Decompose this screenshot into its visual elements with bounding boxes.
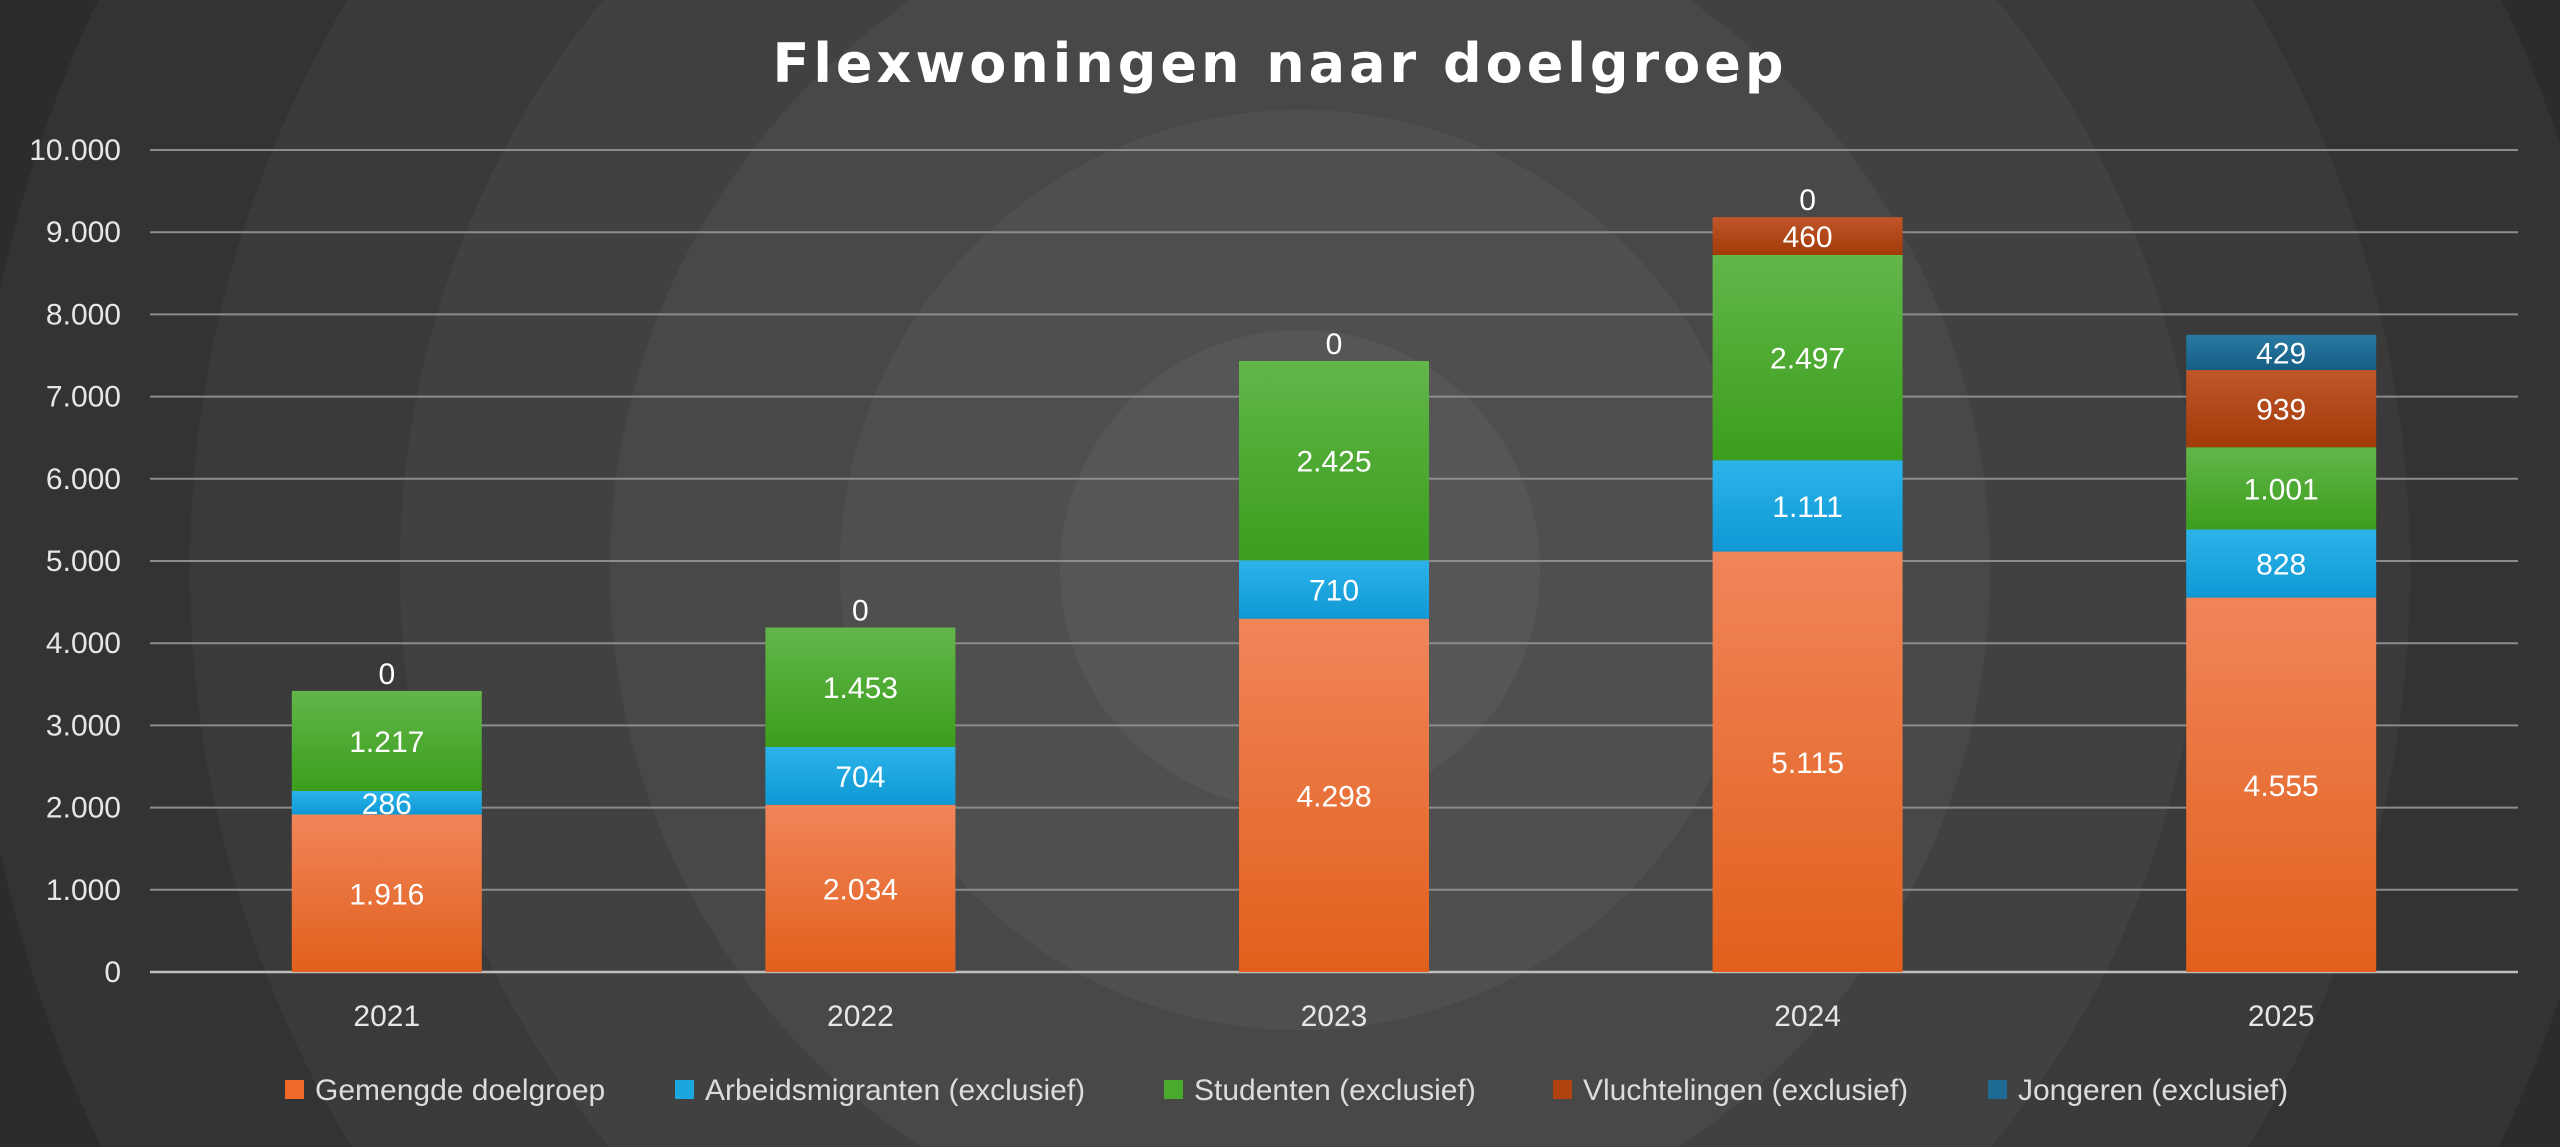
legend-label: Gemengde doelgroep (315, 1074, 605, 1107)
bar-segment (1712, 551, 1903, 972)
y-tick-label: 10.000 (29, 134, 121, 167)
bar-segment (765, 804, 956, 972)
bar-stack-2024: 5.115 1.111 2.497 460 0 (1712, 184, 1903, 972)
chart-title: Flexwoningen naar doelgroep (772, 32, 1787, 95)
legend-swatch (675, 1080, 694, 1099)
x-tick-label: 2024 (1774, 1000, 1841, 1033)
bar-stack-2022: 2.034 704 1.453 0 (765, 594, 956, 972)
bar-segment (2186, 370, 2377, 448)
y-tick-label: 5.000 (46, 545, 121, 578)
legend-swatch (1164, 1080, 1183, 1099)
bar-segment (291, 690, 482, 791)
x-tick-label: 2021 (353, 1000, 420, 1033)
legend-swatch (1988, 1080, 2007, 1099)
y-tick-label: 4.000 (46, 627, 121, 660)
data-label: 0 (1326, 328, 1343, 361)
bar-segment (1239, 560, 1429, 619)
data-label: 704 (835, 761, 885, 794)
data-label: 1.111 (1772, 491, 1843, 524)
data-label: 2.034 (823, 873, 898, 906)
data-label: 460 (1783, 221, 1833, 254)
legend-swatch (285, 1080, 304, 1099)
y-tick-label: 6.000 (46, 463, 121, 496)
legend-item: Vluchtelingen (exclusief) (1553, 1074, 1908, 1107)
data-label: 1.916 (349, 878, 424, 911)
bar-segment (2186, 597, 2377, 972)
bar-segment (2186, 529, 2377, 598)
data-label: 1.001 (2244, 473, 2319, 506)
data-label: 828 (2256, 549, 2306, 582)
x-tick-label: 2025 (2248, 1000, 2315, 1033)
legend-label: Jongeren (exclusief) (2018, 1074, 2288, 1107)
y-tick-label: 9.000 (46, 216, 121, 249)
data-label: 0 (1799, 184, 1816, 217)
bar-segment (291, 790, 482, 815)
legend-label: Studenten (exclusief) (1194, 1074, 1476, 1107)
bar-segment (765, 746, 956, 805)
legend-swatch (1553, 1080, 1572, 1099)
data-label: 939 (2256, 394, 2306, 427)
y-tick-label: 1.000 (46, 874, 121, 907)
bar-segment (1239, 361, 1429, 561)
bar-segment (1712, 217, 1903, 255)
legend-label: Arbeidsmigranten (exclusief) (705, 1074, 1085, 1107)
y-tick-label: 8.000 (46, 298, 121, 331)
x-tick-label: 2022 (827, 1000, 894, 1033)
y-tick-label: 2.000 (46, 792, 121, 825)
bar-stack-2025: 4.555 828 1.001 939 429 (2186, 334, 2377, 972)
data-label: 0 (852, 594, 869, 627)
data-label: 2.425 (1296, 446, 1371, 479)
data-label: 429 (2256, 337, 2306, 370)
bar-segment (765, 627, 956, 747)
y-tick-label: 7.000 (46, 381, 121, 414)
legend-item: Studenten (exclusief) (1164, 1074, 1476, 1107)
data-label: 0 (378, 658, 395, 691)
x-axis: 2021 2022 2023 2024 2025 (353, 1000, 2314, 1033)
data-label: 4.555 (2244, 770, 2319, 803)
legend-label: Vluchtelingen (exclusief) (1583, 1074, 1908, 1107)
y-axis: 0 1.000 2.000 3.000 4.000 5.000 6.000 7.000 8.00… (29, 134, 121, 989)
bar-segment (1239, 618, 1429, 972)
data-label: 1.453 (823, 672, 898, 705)
data-label: 2.497 (1770, 343, 1845, 376)
legend-item: Gemengde doelgroep (285, 1074, 605, 1107)
bar-segment (1712, 254, 1903, 461)
y-tick-label: 0 (104, 956, 121, 989)
bar-segment (2186, 447, 2377, 530)
legend: Gemengde doelgroep Arbeidsmigranten (excl… (285, 1074, 2288, 1107)
data-label: 710 (1309, 575, 1359, 608)
bar-stack-2021: 1.916 286 1.217 0 (291, 658, 482, 972)
data-label: 4.298 (1296, 780, 1371, 813)
bar-segment (1712, 460, 1903, 552)
legend-item: Jongeren (exclusief) (1988, 1074, 2288, 1107)
data-label: 286 (362, 788, 412, 821)
bars: 1.916 286 1.217 0 2.034 704 1.453 0 4.298 710 2.42… (291, 184, 2377, 972)
y-tick-label: 3.000 (46, 709, 121, 742)
bar-stack-2023: 4.298 710 2.425 0 (1239, 328, 1429, 972)
bar-segment (2186, 334, 2377, 371)
legend-item: Arbeidsmigranten (exclusief) (675, 1074, 1085, 1107)
bar-segment (291, 814, 482, 972)
data-label: 1.217 (349, 726, 424, 759)
data-label: 5.115 (1771, 747, 1844, 780)
x-tick-label: 2023 (1301, 1000, 1368, 1033)
